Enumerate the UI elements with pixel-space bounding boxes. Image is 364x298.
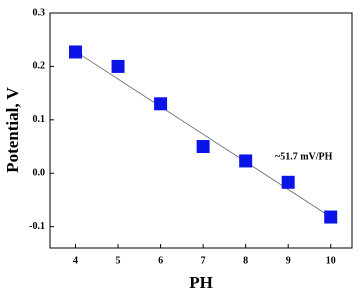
y-axis-title: Potential, V — [3, 86, 22, 172]
point — [281, 175, 295, 189]
point — [239, 154, 253, 168]
point — [324, 210, 338, 224]
x-tick-label: 10 — [326, 255, 336, 266]
y-tick-label: 0.2 — [33, 61, 46, 72]
y-tick-label: 0.1 — [33, 114, 46, 125]
x-tick-label: 9 — [286, 255, 291, 266]
point — [154, 97, 168, 111]
point — [69, 45, 83, 59]
annotation: ~51.7 mV/PH — [275, 151, 333, 162]
x-tick-label: 8 — [243, 255, 248, 266]
fit-line — [75, 51, 331, 218]
x-tick-label: 6 — [158, 255, 163, 266]
point — [196, 140, 210, 154]
x-tick-label: 5 — [116, 255, 121, 266]
x-axis-title: PH — [189, 273, 213, 292]
y-tick-label: -0.1 — [29, 221, 45, 232]
y-tick-label: 0.3 — [33, 7, 46, 18]
x-tick-label: 4 — [73, 255, 78, 266]
x-tick-label: 7 — [201, 255, 206, 266]
point — [111, 59, 125, 73]
plot-frame — [49, 12, 353, 249]
y-tick-label: 0.0 — [33, 168, 46, 179]
